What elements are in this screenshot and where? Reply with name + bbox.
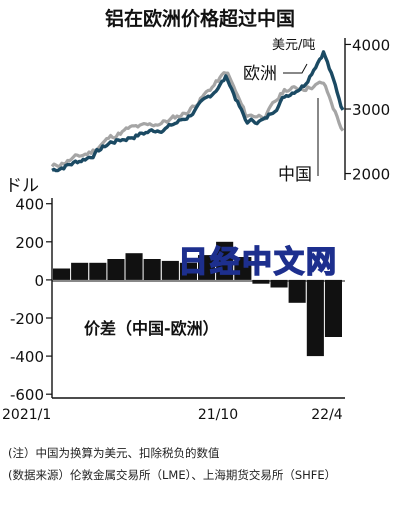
source-note: (数据来源）伦敦金属交易所（LME）、上海期货交易所（SHFE） (8, 468, 337, 482)
spread-bar (324, 279, 342, 337)
chart-title: 铝在欧洲价格超过中国 (105, 7, 295, 30)
y-tick-label: 2000 (352, 166, 390, 184)
spread-bar (71, 262, 89, 280)
spread-bar (252, 279, 270, 284)
watermark: 日经中文网 (178, 245, 338, 280)
spread-bar (107, 259, 125, 280)
spread-bar (216, 241, 234, 280)
y-tick-label: 400 (15, 196, 44, 214)
europe-series-label: 欧洲 (243, 64, 277, 84)
europe-price-line (51, 50, 345, 173)
price-lines (50, 50, 345, 173)
europe-leader-line (283, 63, 308, 74)
spread-bar (53, 268, 71, 280)
footnote: (注）中国为换算为美元、扣除税负的数值 (8, 446, 220, 460)
y-tick-label: -600 (10, 386, 44, 404)
x-tick-label: 21/10 (198, 407, 238, 423)
spread-bar (161, 260, 179, 280)
spread-bar (198, 255, 216, 280)
y-tick-label: -200 (10, 310, 44, 328)
spread-unit-label: ドル (5, 176, 39, 196)
spread-bar (125, 253, 143, 280)
y-tick-label: 200 (15, 234, 44, 252)
spread-bar (179, 262, 197, 280)
price-y-ticks: 4000 3000 2000 (345, 36, 390, 184)
spread-bar (89, 262, 107, 280)
x-tick-label: 2021/1 (2, 407, 51, 423)
spread-bar (306, 279, 324, 357)
spread-bar (288, 279, 306, 303)
spread-title: 价差（中国-欧洲） (84, 319, 219, 338)
spread-bar (143, 259, 161, 280)
spread-bar (234, 257, 252, 280)
y-tick-label: 4000 (352, 36, 390, 54)
price-chart: 美元/吨 4000 3000 2000 欧洲 中国 (50, 36, 390, 185)
y-tick-label: -400 (10, 348, 44, 366)
price-unit-label: 美元/吨 (272, 38, 315, 53)
spread-y-ticks: 400 200 0 -200 -400 -600 (10, 196, 52, 404)
y-tick-label: 3000 (352, 101, 390, 119)
spread-bars (53, 241, 342, 357)
spread-bar (270, 279, 288, 288)
x-tick-label: 22/4 (311, 407, 343, 423)
china-series-label: 中国 (278, 165, 312, 185)
y-tick-label: 0 (34, 272, 44, 290)
